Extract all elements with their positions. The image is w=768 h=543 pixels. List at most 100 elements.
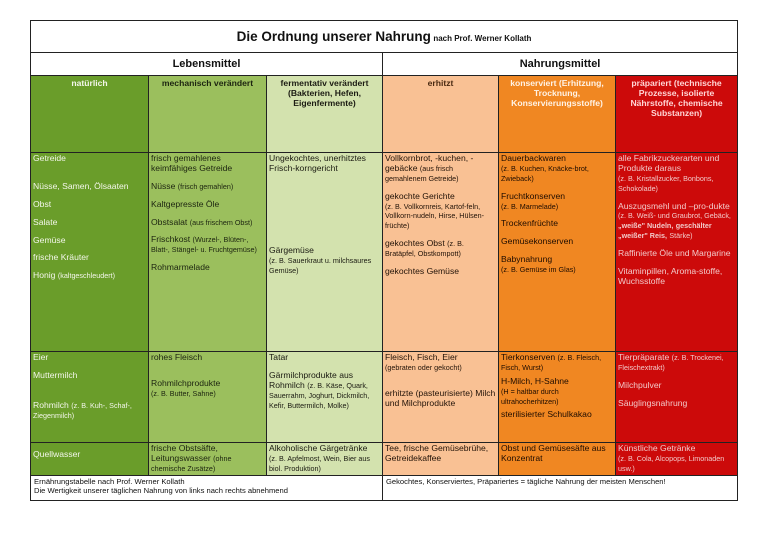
- list-item-note: (z. B. Sauerkraut u. milchsaures Gemüse): [269, 255, 372, 275]
- list-item: Gemüsekonserven: [501, 236, 574, 247]
- list-item: H-Milch, H-Sahne: [501, 375, 569, 386]
- cell-erhitzt-plants: Vollkornbrot, -kuchen, -gebäcke (aus fri…: [382, 152, 499, 352]
- list-item-note: (H = haltbar durch ultrahocherhitzen): [501, 386, 559, 406]
- list-item-note: (frisch gemahlen): [177, 181, 234, 191]
- list-item: gekochte Gerichte: [385, 190, 455, 201]
- list-item: Auszugsmehl und –pro-dukte: [618, 200, 730, 211]
- list-item: erhitzte (pasteurisierte) Milch und Milc…: [385, 387, 496, 408]
- list-item: Obst und Gemüsesäfte aus Konzentrat: [501, 443, 606, 463]
- list-item: Obst: [33, 198, 52, 209]
- list-item: Raffinierte Öle und Margarine: [618, 248, 731, 258]
- list-item: Säuglingsnahrung: [618, 397, 688, 408]
- cell-praepariert-drinks: Künstliche Getränke (z. B. Cola, Alcopop…: [614, 442, 739, 476]
- list-item: Babynahrung: [501, 254, 553, 265]
- title-main: Die Ordnung unserer Nahrung: [236, 28, 431, 44]
- list-item-note: (z. B. Kuh-, Schaf-, Ziegenmilch): [33, 400, 132, 420]
- nutrition-table-page: Die Ordnung unserer Nahrung nach Prof. W…: [29, 20, 739, 516]
- list-item-note: (z. B. Apfelmost, Wein, Bier aus biol. P…: [269, 453, 370, 473]
- footer-left-line1: Ernährungstabelle nach Prof. Werner Koll…: [34, 476, 185, 486]
- list-item: Fruchtkonserven: [501, 190, 566, 201]
- list-item: Trockenfrüchte: [501, 218, 558, 229]
- list-item-note: Stärke): [669, 231, 693, 241]
- list-item: Vollkornbrot, -kuchen, -gebäcke: [385, 153, 474, 173]
- list-item-note: geschälter „weißer" Reis,: [618, 221, 712, 241]
- list-item: Eier: [33, 352, 49, 362]
- footer-left-line2: Die Wertigkeit unserer täglichen Nahrung…: [34, 485, 288, 495]
- table-title: Die Ordnung unserer Nahrung nach Prof. W…: [29, 20, 739, 53]
- list-item: Nüsse, Samen, Ölsaaten: [33, 180, 129, 191]
- footer-left: Ernährungstabelle nach Prof. Werner Koll…: [30, 474, 383, 501]
- list-item: Nüsse: [151, 180, 176, 191]
- list-item-note: (z. B. Fleisch, Fisch, Wurst): [501, 353, 602, 372]
- cell-erhitzt-animal: Fleisch, Fisch, Eier (gebraten oder gekoc…: [382, 351, 499, 443]
- list-item-note: (z. B. Bratäpfel, Obstkompott): [385, 239, 464, 258]
- list-item-note: (aus frisch gemahlenem Getreide): [385, 163, 459, 183]
- list-item-note: (gebraten oder gekocht): [385, 362, 462, 372]
- list-item: Kaltgepresste Öle: [151, 198, 220, 209]
- title-sub: nach Prof. Werner Kollath: [433, 33, 532, 43]
- list-item: gekochtes Gemüse: [385, 265, 460, 276]
- cell-fermentativ-animal: Tatar Gärmilchprodukte aus Rohmilch (z. …: [266, 351, 383, 443]
- list-item: Milchpulver: [618, 379, 662, 390]
- list-item: Salate: [33, 216, 58, 227]
- list-item: sterilisierter Schulkakao: [501, 409, 592, 420]
- list-item: Rohmarmelade: [151, 262, 210, 273]
- group-lebensmittel: Lebensmittel: [30, 52, 383, 76]
- group-nahrungsmittel: Nahrungsmittel: [381, 52, 739, 76]
- header-praepariert: präpariert (technische Prozesse, isolier…: [614, 75, 739, 153]
- list-item: Ungekochtes, unerhitztes Frisch-korngeri…: [269, 153, 366, 173]
- list-item-note: (aus frischem Obst): [189, 217, 253, 227]
- list-item: Quellwasser: [33, 449, 81, 459]
- cell-fermentativ-plants: Ungekochtes, unerhitztes Frisch-korngeri…: [266, 152, 383, 352]
- list-item-note: (z. B. Cola, Alcopops, Limonaden usw.): [618, 453, 725, 473]
- cell-natuerlich-animal: Eier Muttermilch Rohmilch (z. B. Kuh-, S…: [30, 351, 149, 443]
- cell-konserviert-animal: Tierkonserven (z. B. Fleisch, Fisch, Wur…: [498, 351, 616, 443]
- header-konserviert: konserviert (Erhitzung, Trocknung, Konse…: [498, 75, 616, 153]
- cell-natuerlich-plants: Getreide Nüsse, Samen, Ölsaaten Obst Sal…: [30, 152, 149, 352]
- list-item: gekochtes Obst: [385, 238, 445, 249]
- list-item: Gärmilchprodukte aus Rohmilch: [269, 369, 354, 390]
- cell-fermentativ-drinks: Alkoholische Gärgetränke (z. B. Apfelmos…: [266, 442, 383, 476]
- header-fermentativ: fermentativ verändert (Bakterien, Hefen,…: [266, 75, 383, 153]
- list-item: Tierpräparate: [618, 352, 670, 362]
- list-item-note: (z. B. Weiß- und Graubrot, Gebäck,: [618, 211, 731, 221]
- cell-mechanisch-plants: frisch gemahlenes keimfähiges Getreide N…: [148, 152, 267, 352]
- list-item: Rohmilchprodukte: [151, 377, 221, 388]
- cell-praepariert-animal: Tierpräparate (z. B. Trockenei, Fleische…: [614, 351, 739, 443]
- list-item-note: (z. B. Trockenei, Fleischextrakt): [618, 353, 724, 372]
- list-item-note: (z. B. Kristallzucker, Bonbons, Schokola…: [618, 173, 714, 193]
- list-item: Vitaminpillen, Aroma-stoffe, Wuchsstoffe: [618, 265, 723, 286]
- list-item: frische Obstsäfte, Leitungswasser: [151, 443, 218, 463]
- list-item: Frischkost: [151, 234, 191, 245]
- list-item: Dauerbackwaren: [501, 153, 566, 163]
- list-item: Künstliche Getränke: [618, 443, 696, 453]
- header-natuerlich: natürlich: [30, 75, 149, 153]
- list-item: Alkoholische Gärgetränke: [269, 443, 368, 453]
- list-item-note: (z. B. Butter, Sahne): [151, 388, 216, 398]
- list-item: Rohmilch: [33, 399, 69, 410]
- list-item: Gemüse: [33, 234, 66, 245]
- list-item-note: (z. B. Vollkornreis, Kartof-feln, Vollko…: [385, 201, 485, 231]
- list-item: Fleisch, Fisch, Eier: [385, 352, 458, 362]
- list-item: rohes Fleisch: [151, 352, 203, 362]
- cell-mechanisch-drinks: frische Obstsäfte, Leitungswasser (ohne …: [148, 442, 267, 476]
- list-item: Tierkonserven: [501, 352, 556, 362]
- list-item: Obstsalat: [151, 216, 188, 227]
- list-item: Tatar: [269, 352, 289, 362]
- list-item-note: (kaltgeschleudert): [57, 271, 115, 281]
- list-item-note: (z. B. Gemüse im Glas): [501, 265, 576, 274]
- cell-mechanisch-animal: rohes Fleisch Rohmilchprodukte (z. B. Bu…: [148, 351, 267, 443]
- list-item-note: (z. B. Käse, Quark, Sauerrahm, Joghurt, …: [269, 380, 370, 410]
- cell-praepariert-plants: alle Fabrikzuckerarten und Produkte dara…: [614, 152, 739, 352]
- list-item: frisch gemahlenes keimfähiges Getreide: [151, 153, 233, 173]
- list-item: Muttermilch: [33, 369, 78, 380]
- list-item-note: (z. B. Marmelade): [501, 201, 559, 211]
- header-mechanisch: mechanisch verändert: [148, 75, 267, 153]
- cell-konserviert-drinks: Obst und Gemüsesäfte aus Konzentrat: [498, 442, 616, 476]
- list-item: alle Fabrikzuckerarten und Produkte dara…: [618, 153, 720, 173]
- cell-natuerlich-drinks: Quellwasser: [30, 442, 149, 476]
- list-item: Tee, frische Gemüsebrühe, Getreidekaffee: [385, 443, 489, 463]
- list-item: frische Kräuter: [33, 252, 89, 263]
- cell-konserviert-plants: Dauerbackwaren (z. B. Kuchen, Knäcke-brot…: [498, 152, 616, 352]
- list-item-note: „weiße" Nudeln,: [618, 221, 674, 231]
